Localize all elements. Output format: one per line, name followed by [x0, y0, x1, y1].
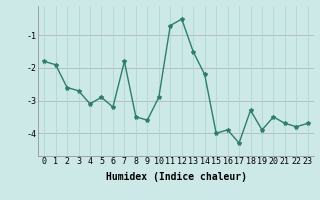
X-axis label: Humidex (Indice chaleur): Humidex (Indice chaleur): [106, 172, 246, 182]
